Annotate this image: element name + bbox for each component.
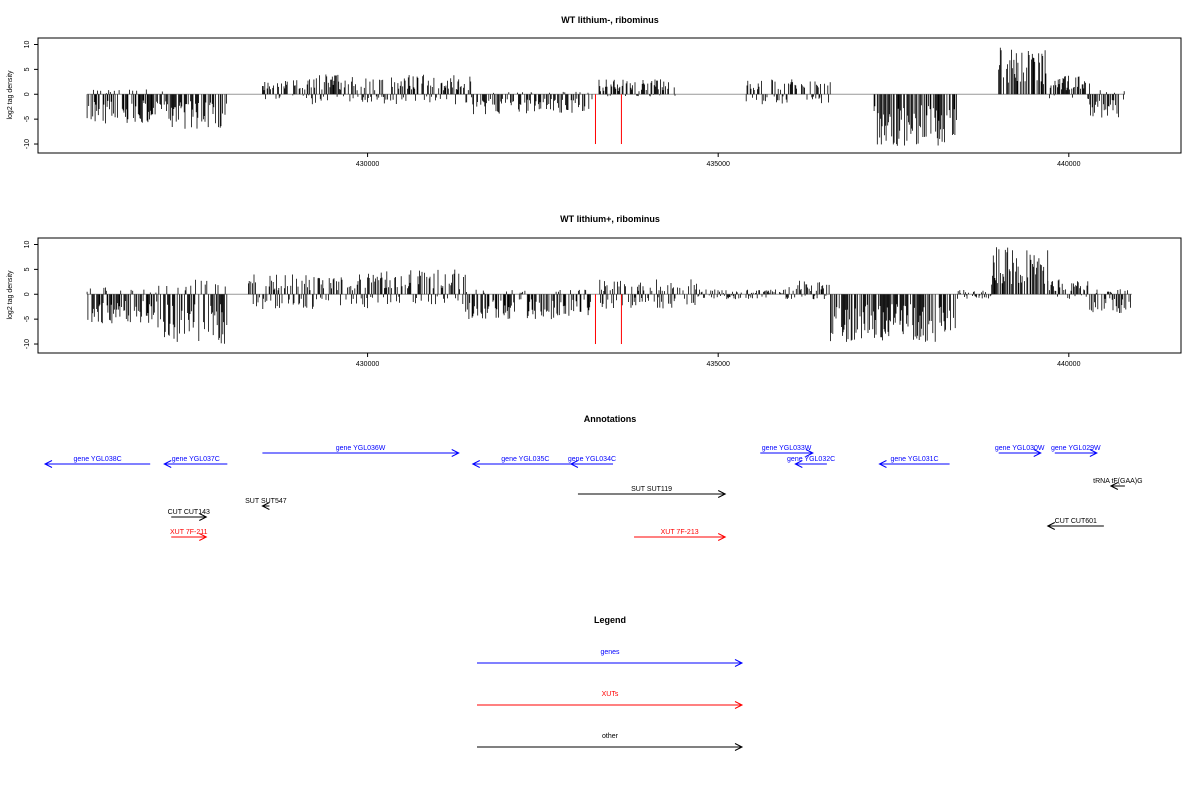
annotation-feature: XUT 7F-213	[634, 529, 727, 541]
feature-label: gene YGL037C	[172, 456, 220, 463]
feature-label: gene YGL033W	[762, 445, 812, 452]
legend-item: XUTs	[477, 691, 744, 709]
legend-arrowhead	[734, 743, 744, 751]
x-tick-label: 440000	[1057, 161, 1080, 168]
y-tick-label: 5	[24, 267, 31, 271]
annotation-feature: gene YGL033W	[760, 445, 814, 457]
feature-arrowhead	[451, 449, 460, 457]
feature-label: gene YGL029W	[1051, 445, 1101, 452]
feature-label: gene YGL034C	[568, 456, 616, 463]
feature-label: gene YGL032C	[787, 456, 835, 463]
panel-1-bars	[86, 47, 1125, 146]
annotation-feature: CUT CUT143	[168, 509, 210, 521]
feature-arrowhead	[717, 490, 727, 498]
panel-1-y-axis: -10 -5 0 5 10	[24, 40, 38, 149]
legend-arrowhead	[734, 659, 744, 667]
feature-arrowhead	[717, 533, 727, 541]
legend-label: genes	[600, 649, 620, 656]
legend-arrowhead	[734, 701, 744, 709]
panel-1-frame	[37, 37, 1182, 154]
x-tick-label: 440000	[1057, 361, 1080, 368]
panel-1-ylabel: log2 tag density	[7, 70, 14, 120]
annotation-feature: gene YGL035C	[471, 456, 578, 468]
y-tick-label: 0	[24, 92, 31, 96]
annotations-track: Annotations gene YGL038C gene YGL037Cgene…	[43, 414, 1143, 541]
legend-items: genes XUTs other	[477, 649, 744, 751]
legend: Legend genes XUTs other	[477, 615, 744, 751]
feature-arrowhead	[199, 533, 208, 541]
feature-arrowhead	[163, 460, 172, 468]
x-tick-label: 435000	[707, 161, 730, 168]
feature-arrowhead	[1089, 449, 1098, 457]
annotation-feature: gene YGL032C	[787, 456, 835, 468]
feature-label: tRNA tF(GAA)G	[1093, 478, 1142, 485]
legend-item: genes	[477, 649, 744, 667]
feature-arrowhead	[1033, 449, 1042, 457]
annotation-feature: CUT CUT601	[1046, 518, 1104, 530]
feature-arrowhead	[43, 460, 53, 468]
feature-label: SUT SUT119	[631, 486, 672, 493]
annotation-feature: XUT 7F-211	[170, 529, 208, 541]
y-tick-label: 10	[24, 40, 31, 48]
panel-2-bars	[86, 247, 1132, 345]
panel-1-title: WT lithium-, ribominus	[561, 15, 659, 25]
y-tick-label: 10	[24, 240, 31, 248]
annotation-feature: gene YGL037C	[163, 456, 228, 468]
panel-2-x-axis: 430000 435000 440000	[356, 353, 1081, 368]
feature-arrowhead	[878, 460, 887, 468]
feature-arrowhead	[199, 513, 208, 521]
y-tick-label: -10	[24, 139, 31, 149]
feature-arrowhead	[569, 460, 579, 468]
annotation-features: gene YGL038C gene YGL037C gene YGL036W gene…	[43, 445, 1143, 541]
annotation-feature: gene YGL029W	[1051, 445, 1101, 457]
feature-label: gene YGL036W	[336, 445, 386, 452]
feature-arrowhead	[471, 460, 480, 468]
annotation-feature: tRNA tF(GAA)G	[1093, 478, 1143, 490]
y-tick-label: -10	[24, 339, 31, 349]
feature-label: XUT 7F-213	[661, 529, 699, 536]
feature-label: CUT CUT143	[168, 509, 210, 516]
panel-2-y-axis: -10 -5 0 5 10	[24, 240, 38, 349]
x-tick-label: 435000	[707, 361, 730, 368]
feature-label: gene YGL031C	[890, 456, 938, 463]
panel-2-title: WT lithium+, ribominus	[560, 214, 660, 224]
annotation-feature: SUT SUT119	[577, 486, 727, 498]
legend-label: XUTs	[602, 691, 619, 698]
annotation-feature: gene YGL038C	[43, 456, 151, 468]
y-tick-label: 0	[24, 292, 31, 296]
legend-item: other	[477, 733, 744, 751]
annotation-feature: gene YGL030W	[995, 445, 1045, 457]
annotations-title: Annotations	[584, 414, 637, 424]
annotation-feature: gene YGL034C	[568, 456, 616, 468]
annotation-feature: SUT SUT547	[245, 498, 287, 510]
legend-label: other	[602, 733, 619, 740]
feature-arrowhead	[261, 502, 270, 510]
feature-arrowhead	[1109, 482, 1119, 490]
x-tick-label: 430000	[356, 361, 379, 368]
feature-label: gene YGL030W	[995, 445, 1045, 452]
y-tick-label: -5	[24, 316, 31, 322]
x-tick-label: 430000	[356, 161, 379, 168]
y-tick-label: 5	[24, 67, 31, 71]
feature-label: SUT SUT547	[245, 498, 287, 505]
y-tick-label: -5	[24, 116, 31, 122]
annotation-feature: gene YGL036W	[262, 445, 460, 457]
feature-arrowhead	[1046, 522, 1055, 530]
feature-arrowhead	[794, 460, 803, 468]
feature-label: gene YGL035C	[501, 456, 549, 463]
annotation-feature: gene YGL031C	[878, 456, 950, 468]
panel-1-x-axis: 430000 435000 440000	[356, 153, 1081, 168]
feature-arrowhead	[805, 449, 814, 457]
feature-label: CUT CUT601	[1055, 518, 1097, 525]
feature-label: gene YGL038C	[74, 456, 122, 463]
coverage-panel-lithium-minus: WT lithium-, ribominus log2 tag density …	[7, 15, 1182, 168]
legend-title: Legend	[594, 615, 626, 625]
panel-2-ylabel: log2 tag density	[7, 270, 14, 320]
panel-2-frame	[37, 237, 1182, 354]
feature-label: XUT 7F-211	[170, 529, 208, 536]
coverage-panel-lithium-plus: WT lithium+, ribominus log2 tag density …	[7, 214, 1182, 368]
